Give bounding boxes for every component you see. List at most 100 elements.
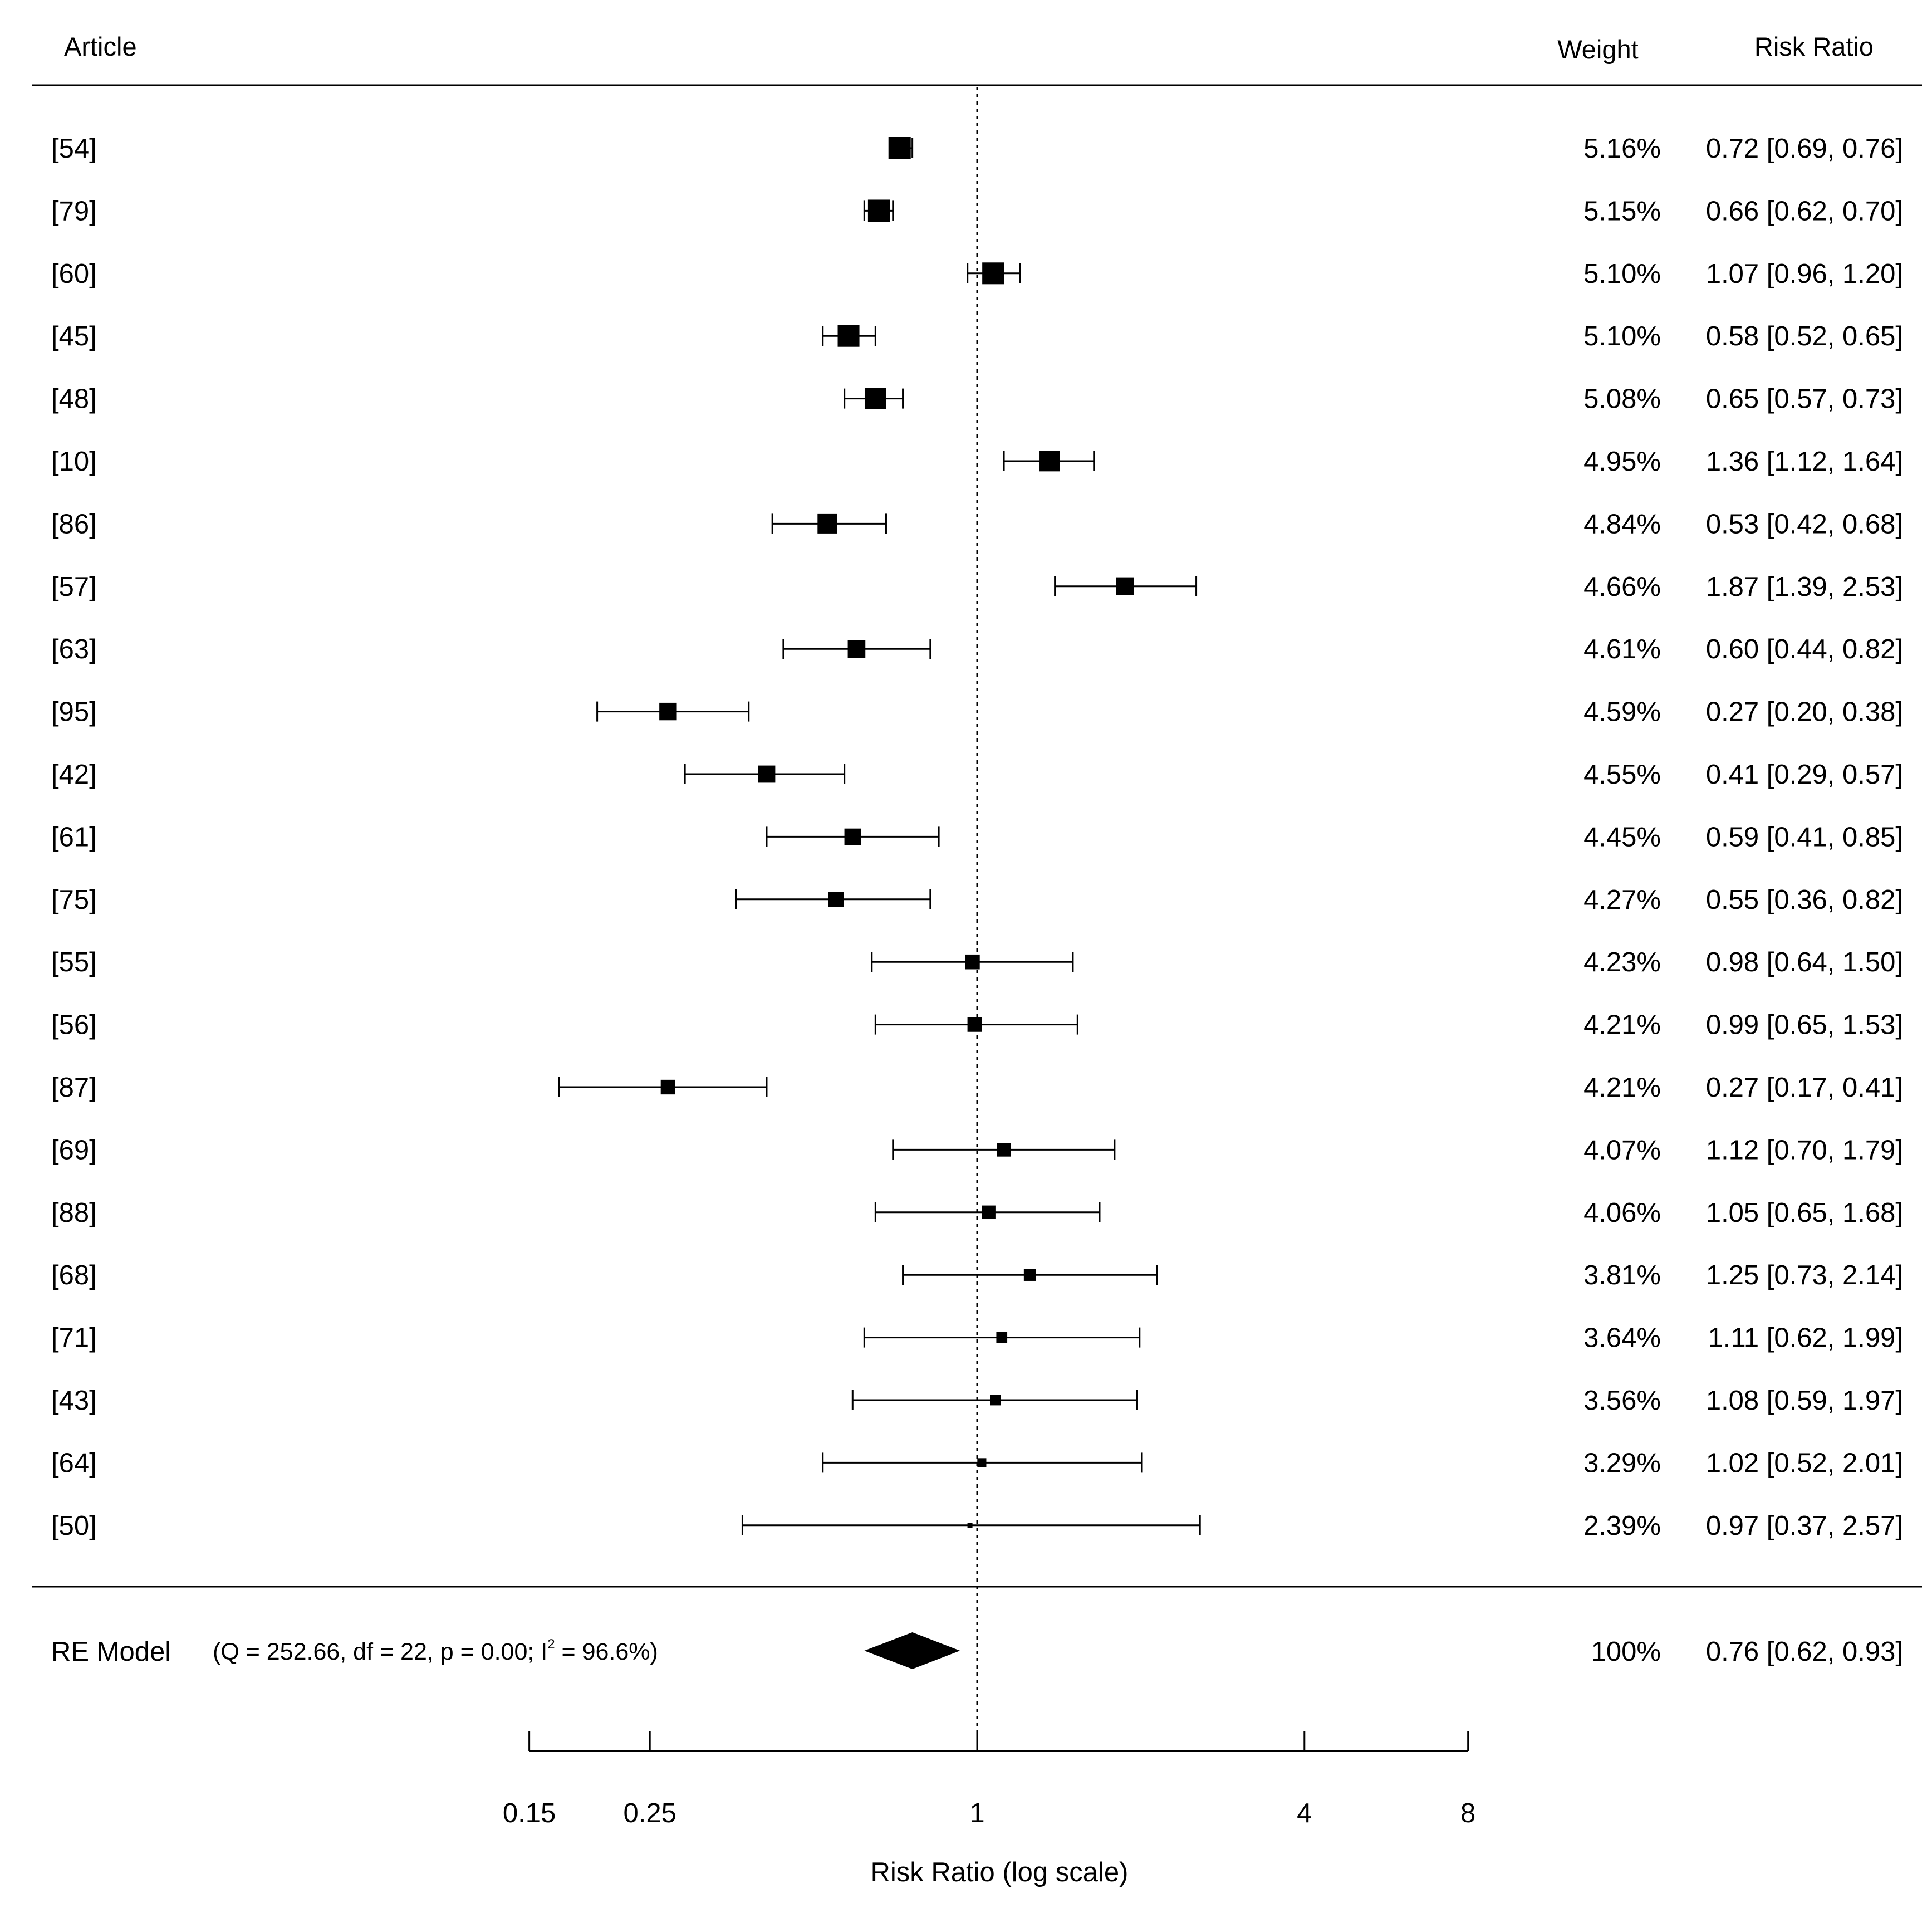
study-row: [87] 4.21% 0.27 [0.17, 0.41] (51, 1073, 1903, 1103)
point-estimate (965, 954, 980, 970)
study-row: [95] 4.59% 0.27 [0.20, 0.38] (51, 697, 1903, 727)
study-weight: 4.61% (1583, 634, 1661, 664)
study-label: [69] (51, 1135, 97, 1165)
study-weight: 4.21% (1583, 1073, 1661, 1103)
study-rows: [54] 5.16% 0.72 [0.69, 0.76] [79] 5.15% 0.66 … (51, 134, 1903, 1541)
point-estimate (864, 388, 886, 409)
study-ci: 1.25 [0.73, 2.14] (1706, 1260, 1903, 1290)
point-estimate (659, 702, 677, 721)
study-weight: 4.55% (1583, 760, 1661, 790)
study-label: [88] (51, 1198, 97, 1228)
header-risk-ratio: Risk Ratio (1754, 32, 1874, 61)
study-label: [48] (51, 384, 97, 414)
study-ci: 0.58 [0.52, 0.65] (1706, 321, 1903, 351)
study-row: [57] 4.66% 1.87 [1.39, 2.53] (51, 572, 1903, 602)
study-label: [55] (51, 947, 97, 977)
study-label: [56] (51, 1010, 97, 1040)
point-estimate (967, 1523, 973, 1528)
study-ci: 0.66 [0.62, 0.70] (1706, 196, 1903, 226)
study-label: [45] (51, 321, 97, 351)
study-ci: 0.60 [0.44, 0.82] (1706, 634, 1903, 664)
study-label: [79] (51, 196, 97, 226)
study-label: [86] (51, 509, 97, 539)
study-label: [75] (51, 885, 97, 915)
study-label: [57] (51, 572, 97, 602)
study-label: [43] (51, 1386, 97, 1416)
study-ci: 0.65 [0.57, 0.73] (1706, 384, 1903, 414)
study-ci: 0.99 [0.65, 1.53] (1706, 1010, 1903, 1040)
point-estimate (837, 325, 860, 347)
study-row: [63] 4.61% 0.60 [0.44, 0.82] (51, 634, 1903, 664)
study-label: [63] (51, 634, 97, 664)
point-estimate (867, 199, 890, 222)
x-tick-label: 0.25 (624, 1798, 676, 1828)
point-estimate (847, 640, 866, 658)
study-weight: 4.21% (1583, 1010, 1661, 1040)
study-ci: 1.07 [0.96, 1.20] (1706, 259, 1903, 289)
study-row: [71] 3.64% 1.11 [0.62, 1.99] (51, 1323, 1903, 1353)
study-row: [68] 3.81% 1.25 [0.73, 2.14] (51, 1260, 1903, 1290)
study-label: [95] (51, 697, 97, 727)
study-row: [86] 4.84% 0.53 [0.42, 0.68] (51, 509, 1903, 539)
study-row: [43] 3.56% 1.08 [0.59, 1.97] (51, 1386, 1903, 1416)
point-estimate (982, 1205, 996, 1220)
study-weight: 5.10% (1583, 259, 1661, 289)
study-weight: 3.81% (1583, 1260, 1661, 1290)
summary-stats-prefix: (Q = 252.66, df = 22, p = 0.00; I (213, 1638, 547, 1665)
point-estimate (997, 1143, 1011, 1157)
study-label: [87] (51, 1073, 97, 1103)
x-axis: 0.15 0.25 1 4 8 (503, 1731, 1475, 1828)
study-row: [61] 4.45% 0.59 [0.41, 0.85] (51, 822, 1903, 852)
study-weight: 4.27% (1583, 885, 1661, 915)
point-estimate (1116, 577, 1134, 595)
study-ci: 1.05 [0.65, 1.68] (1706, 1198, 1903, 1228)
point-estimate (990, 1395, 1001, 1406)
study-ci: 0.55 [0.36, 0.82] (1706, 885, 1903, 915)
point-estimate (888, 137, 911, 159)
study-weight: 4.45% (1583, 822, 1661, 852)
study-row: [88] 4.06% 1.05 [0.65, 1.68] (51, 1198, 1903, 1228)
study-label: [54] (51, 134, 97, 164)
study-weight: 5.16% (1583, 134, 1661, 164)
study-ci: 1.87 [1.39, 2.53] (1706, 572, 1903, 602)
study-row: [42] 4.55% 0.41 [0.29, 0.57] (51, 760, 1903, 790)
point-estimate (828, 892, 844, 907)
study-weight: 4.66% (1583, 572, 1661, 602)
study-label: [60] (51, 259, 97, 289)
study-row: [79] 5.15% 0.66 [0.62, 0.70] (51, 196, 1903, 226)
study-row: [75] 4.27% 0.55 [0.36, 0.82] (51, 885, 1903, 915)
study-row: [54] 5.16% 0.72 [0.69, 0.76] (51, 134, 1903, 164)
point-estimate (1039, 451, 1060, 472)
study-weight: 3.64% (1583, 1323, 1661, 1353)
point-estimate (758, 765, 776, 783)
study-label: [42] (51, 760, 97, 790)
study-ci: 0.27 [0.20, 0.38] (1706, 697, 1903, 727)
study-row: [45] 5.10% 0.58 [0.52, 0.65] (51, 321, 1903, 351)
study-row: [64] 3.29% 1.02 [0.52, 2.01] (51, 1448, 1903, 1478)
summary-label: RE Model (51, 1637, 171, 1667)
point-estimate (967, 1017, 982, 1032)
study-row: [50] 2.39% 0.97 [0.37, 2.57] (51, 1511, 1903, 1541)
point-estimate (982, 262, 1004, 285)
summary-ci: 0.76 [0.62, 0.93] (1706, 1637, 1903, 1667)
x-tick-label: 0.15 (503, 1798, 556, 1828)
summary-stats-suffix: = 96.6%) (555, 1638, 658, 1665)
point-estimate (844, 828, 861, 845)
point-estimate (660, 1079, 675, 1095)
summary-stats: (Q = 252.66, df = 22, p = 0.00; I2 = 96.… (213, 1637, 658, 1665)
study-label: [10] (51, 447, 97, 477)
study-ci: 1.12 [0.70, 1.79] (1706, 1135, 1903, 1165)
study-ci: 0.53 [0.42, 0.68] (1706, 509, 1903, 539)
point-estimate (817, 513, 837, 534)
x-tick-label: 8 (1460, 1798, 1475, 1828)
point-estimate (977, 1458, 987, 1467)
study-weight: 5.08% (1583, 384, 1661, 414)
point-estimate (996, 1332, 1008, 1343)
study-row: [60] 5.10% 1.07 [0.96, 1.20] (51, 259, 1903, 289)
point-estimate (1023, 1269, 1036, 1281)
study-weight: 4.84% (1583, 509, 1661, 539)
study-row: [69] 4.07% 1.12 [0.70, 1.79] (51, 1135, 1903, 1165)
summary-row: RE Model (Q = 252.66, df = 22, p = 0.00;… (51, 1632, 1903, 1669)
